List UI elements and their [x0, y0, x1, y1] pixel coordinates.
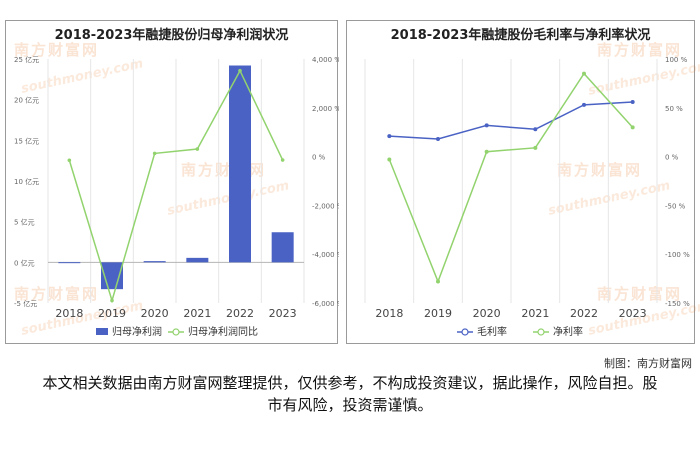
x-tick-label: 2023 [269, 307, 297, 320]
x-tick-label: 2018 [55, 307, 83, 320]
point-0-2019 [436, 137, 440, 142]
y-left-tick-label: -5 亿元 [14, 299, 37, 308]
y-left-tick-label: 15 亿元 [14, 136, 39, 145]
x-tick-label: 2023 [619, 307, 647, 320]
point-1-2022 [582, 71, 586, 76]
point-0-2023 [630, 99, 635, 104]
y-left-tick-label: 25 亿元 [14, 55, 39, 64]
legend-label-0: 毛利率 [477, 325, 507, 338]
point-1-2023 [630, 125, 635, 130]
point-0-2021 [533, 127, 538, 132]
y-left-tick-label: 0 亿元 [14, 258, 35, 267]
bar-2020 [143, 261, 166, 263]
y-left-tick-label: 20 亿元 [14, 96, 39, 105]
point-0-2020 [484, 123, 489, 128]
x-tick-label: 2019 [98, 307, 126, 320]
legend-label-1: 净利率 [553, 325, 583, 338]
y-right-tick-label: 4,000 % [312, 56, 339, 64]
legend-marker-0 [461, 328, 469, 336]
x-tick-label: 2020 [141, 307, 169, 320]
y-right-tick-label: -50 % [665, 202, 686, 210]
chart-title-right: 2018-2023年融捷股份毛利率与净利率状况 [390, 28, 651, 43]
watermark-brand: 南方财富网 [14, 285, 100, 303]
legend-swatch-bar [96, 328, 108, 335]
point-yoy-2018 [67, 158, 72, 163]
series-line-1 [388, 72, 634, 284]
point-1-2019 [436, 279, 440, 284]
chart-panel-left: 2018-2023年融捷股份归母净利润状况 南方财富网 southmoney.c… [5, 20, 339, 344]
y-left-tick-label: 5 亿元 [14, 218, 35, 227]
point-yoy-2020 [152, 151, 157, 156]
y-right-tick-label: -4,000 % [312, 251, 339, 259]
chart-left-svg: -5 亿元 0 亿元 5 亿元 10 亿元 15 亿元 20 亿元 25 亿元 -6,000 … [14, 55, 339, 338]
chart-title-left: 2018-2023年融捷股份归母净利润状况 [54, 28, 289, 43]
point-yoy-2023 [280, 158, 285, 162]
point-yoy-2019 [110, 298, 114, 303]
y-right-tick-label: 50 % [665, 105, 683, 113]
y-right-tick-label: 2,000 % [312, 105, 339, 113]
watermark-brand: 南方财富网 [597, 285, 683, 303]
point-1-2018 [387, 157, 392, 162]
x-tick-label: 2020 [473, 307, 501, 320]
series-line-0 [389, 101, 633, 140]
y-right-tick-label: -100 % [665, 251, 690, 259]
bar-2023 [271, 232, 294, 263]
chart-panel-right: 2018-2023年融捷股份毛利率与净利率状况 南方财富网 southmoney… [346, 20, 700, 344]
bar-2021 [186, 257, 209, 263]
x-tick-label: 2022 [570, 307, 598, 320]
point-0-2022 [582, 102, 586, 107]
x-tick-label: 2019 [424, 307, 452, 320]
y-right-tick-label: 0 % [312, 154, 326, 162]
y-right-tick-label: -150 % [665, 300, 690, 308]
x-tick-label: 2021 [521, 307, 549, 320]
watermark-brand: 南方财富网 [597, 41, 683, 59]
watermark-brand: 南方财富网 [557, 161, 643, 179]
series-line-yoy [68, 69, 284, 304]
point-yoy-2022 [238, 68, 242, 73]
chart-credit: 制图：南方财富网 [604, 357, 692, 370]
point-1-2021 [533, 145, 538, 150]
y-left-tick-label: 10 亿元 [14, 177, 39, 186]
point-0-2018 [387, 134, 392, 139]
point-yoy-2021 [195, 147, 200, 151]
x-tick-label: 2018 [375, 307, 403, 320]
chart-right-svg: -150 % -100 % -50 % 0 % 50 % 100 % 2018 2019 202… [364, 56, 690, 338]
y-right-tick-label: -2,000 % [312, 202, 339, 210]
y-right-tick-label: 0 % [665, 154, 679, 162]
y-right-tick-label: 100 % [665, 56, 688, 64]
legend-marker-1 [537, 328, 545, 336]
disclaimer-text: 本文相关数据由南方财富网整理提供，仅供参考，不构成投资建议，据此操作，风险自担。… [42, 374, 658, 414]
y-right-tick-label: -6,000 % [312, 300, 339, 308]
bar-2022 [229, 65, 251, 263]
watermark-brand: 南方财富网 [14, 41, 100, 59]
x-tick-label: 2021 [183, 307, 211, 320]
legend-label-bar: 归母净利润 [112, 325, 162, 338]
legend-label-line: 归母净利润同比 [188, 325, 258, 338]
bar-2018 [58, 262, 81, 264]
point-1-2020 [484, 149, 489, 154]
legend-marker-line [172, 328, 180, 336]
x-tick-label: 2022 [226, 307, 254, 320]
